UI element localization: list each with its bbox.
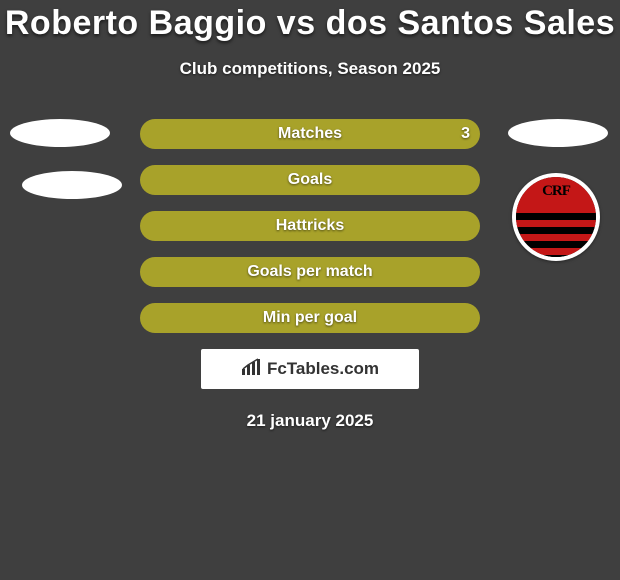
- stat-label: Goals: [288, 171, 332, 189]
- stat-label: Hattricks: [276, 217, 344, 235]
- stat-row-hattricks: Hattricks: [0, 211, 620, 241]
- page-title: Roberto Baggio vs dos Santos Sales: [0, 0, 620, 43]
- page-subtitle: Club competitions, Season 2025: [0, 59, 620, 79]
- brand-box[interactable]: FcTables.com: [201, 349, 419, 389]
- stat-label: Goals per match: [247, 263, 372, 281]
- stat-row-matches: Matches 3: [0, 119, 620, 149]
- stat-value-right: 3: [461, 125, 470, 143]
- stat-row-gpm: Goals per match: [0, 257, 620, 287]
- brand-text: FcTables.com: [267, 359, 379, 379]
- stat-label: Min per goal: [263, 309, 357, 327]
- stats-area: CRF Matches 3 Goals Hattricks Goals per …: [0, 119, 620, 333]
- stat-label: Matches: [278, 125, 342, 143]
- bar-chart-icon: [241, 358, 263, 381]
- stat-row-mpg: Min per goal: [0, 303, 620, 333]
- date-text: 21 january 2025: [0, 411, 620, 431]
- stat-row-goals: Goals: [0, 165, 620, 195]
